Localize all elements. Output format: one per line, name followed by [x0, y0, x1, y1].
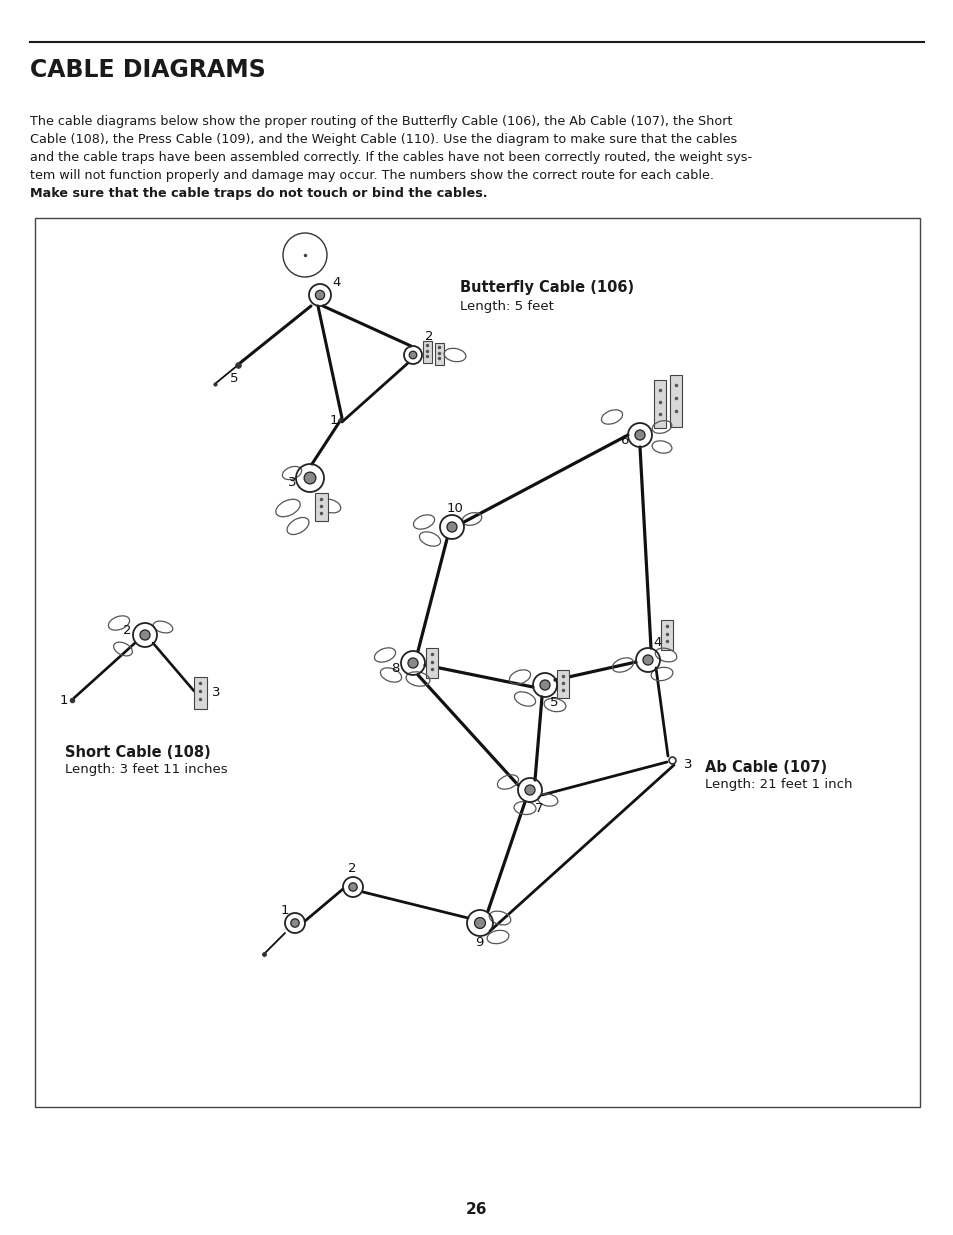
FancyBboxPatch shape: [193, 677, 207, 709]
Text: Length: 3 feet 11 inches: Length: 3 feet 11 inches: [65, 763, 228, 776]
Text: 4: 4: [332, 277, 340, 289]
Circle shape: [315, 290, 324, 300]
Text: 26: 26: [466, 1203, 487, 1218]
Text: 7: 7: [535, 802, 543, 815]
Circle shape: [291, 919, 299, 927]
Circle shape: [635, 430, 644, 440]
FancyBboxPatch shape: [426, 648, 437, 678]
Circle shape: [524, 785, 535, 795]
Circle shape: [447, 522, 456, 532]
Text: 3: 3: [683, 758, 692, 772]
FancyBboxPatch shape: [435, 343, 443, 366]
Text: 3: 3: [288, 477, 296, 489]
Text: Short Cable (108): Short Cable (108): [65, 745, 211, 760]
Circle shape: [539, 680, 550, 690]
Text: 8: 8: [391, 662, 399, 674]
Circle shape: [349, 883, 356, 892]
Circle shape: [408, 658, 417, 668]
FancyBboxPatch shape: [660, 620, 672, 650]
Circle shape: [409, 351, 416, 359]
Text: 1: 1: [60, 694, 69, 706]
Text: Make sure that the cable traps do not touch or bind the cables.: Make sure that the cable traps do not to…: [30, 186, 487, 200]
Text: The cable diagrams below show the proper routing of the Butterfly Cable (106), t: The cable diagrams below show the proper…: [30, 115, 751, 182]
FancyBboxPatch shape: [314, 493, 328, 521]
FancyBboxPatch shape: [35, 219, 919, 1107]
Text: 5: 5: [230, 373, 238, 385]
Text: CABLE DIAGRAMS: CABLE DIAGRAMS: [30, 58, 266, 82]
Text: Length: 21 feet 1 inch: Length: 21 feet 1 inch: [704, 778, 852, 790]
Text: Ab Cable (107): Ab Cable (107): [704, 760, 826, 776]
Circle shape: [642, 655, 653, 664]
FancyBboxPatch shape: [669, 375, 681, 427]
Text: 5: 5: [550, 697, 558, 709]
FancyBboxPatch shape: [422, 341, 432, 363]
Text: 2: 2: [348, 862, 356, 876]
Text: 3: 3: [212, 687, 220, 699]
Text: Butterfly Cable (106): Butterfly Cable (106): [459, 280, 634, 295]
FancyBboxPatch shape: [654, 380, 665, 429]
Text: 4: 4: [652, 636, 660, 648]
Text: 9: 9: [475, 936, 483, 950]
Text: Length: 5 feet: Length: 5 feet: [459, 300, 554, 312]
Circle shape: [474, 918, 485, 929]
Text: 1: 1: [281, 904, 289, 918]
Text: 2: 2: [123, 624, 132, 636]
Circle shape: [304, 472, 315, 484]
Text: 2: 2: [424, 331, 433, 343]
Text: 6: 6: [619, 433, 628, 447]
Text: 1: 1: [330, 414, 338, 426]
Text: 10: 10: [447, 503, 463, 515]
Circle shape: [140, 630, 150, 640]
FancyBboxPatch shape: [557, 671, 568, 698]
